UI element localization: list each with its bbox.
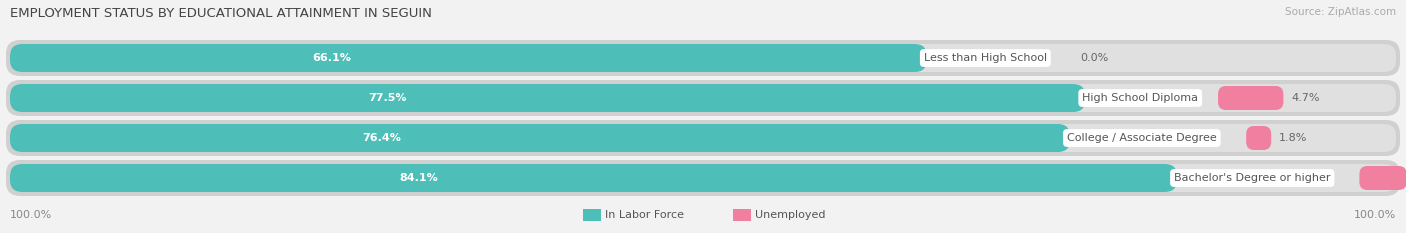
FancyBboxPatch shape bbox=[1218, 86, 1284, 110]
Text: College / Associate Degree: College / Associate Degree bbox=[1067, 133, 1216, 143]
Text: 4.7%: 4.7% bbox=[1291, 93, 1320, 103]
Text: 76.4%: 76.4% bbox=[363, 133, 401, 143]
FancyBboxPatch shape bbox=[10, 44, 927, 72]
FancyBboxPatch shape bbox=[6, 40, 1400, 76]
FancyBboxPatch shape bbox=[1360, 166, 1406, 190]
FancyBboxPatch shape bbox=[10, 164, 1396, 192]
FancyBboxPatch shape bbox=[10, 44, 1396, 72]
FancyBboxPatch shape bbox=[6, 120, 1400, 156]
Text: 77.5%: 77.5% bbox=[368, 93, 406, 103]
FancyBboxPatch shape bbox=[6, 160, 1400, 196]
FancyBboxPatch shape bbox=[1246, 126, 1271, 150]
Text: Source: ZipAtlas.com: Source: ZipAtlas.com bbox=[1285, 7, 1396, 17]
Text: 1.8%: 1.8% bbox=[1279, 133, 1308, 143]
Text: Unemployed: Unemployed bbox=[755, 210, 825, 220]
Text: 66.1%: 66.1% bbox=[312, 53, 352, 63]
FancyBboxPatch shape bbox=[10, 124, 1396, 152]
Text: 84.1%: 84.1% bbox=[399, 173, 439, 183]
Text: EMPLOYMENT STATUS BY EDUCATIONAL ATTAINMENT IN SEGUIN: EMPLOYMENT STATUS BY EDUCATIONAL ATTAINM… bbox=[10, 7, 432, 20]
FancyBboxPatch shape bbox=[10, 84, 1085, 112]
FancyBboxPatch shape bbox=[10, 124, 1070, 152]
Text: 100.0%: 100.0% bbox=[1354, 210, 1396, 220]
FancyBboxPatch shape bbox=[10, 164, 1177, 192]
Text: In Labor Force: In Labor Force bbox=[605, 210, 683, 220]
FancyBboxPatch shape bbox=[10, 84, 1396, 112]
FancyBboxPatch shape bbox=[6, 80, 1400, 116]
FancyBboxPatch shape bbox=[583, 209, 600, 221]
Text: Less than High School: Less than High School bbox=[924, 53, 1047, 63]
Text: Bachelor's Degree or higher: Bachelor's Degree or higher bbox=[1174, 173, 1330, 183]
FancyBboxPatch shape bbox=[733, 209, 751, 221]
Text: 0.0%: 0.0% bbox=[1080, 53, 1108, 63]
Text: 100.0%: 100.0% bbox=[10, 210, 52, 220]
Text: High School Diploma: High School Diploma bbox=[1083, 93, 1198, 103]
